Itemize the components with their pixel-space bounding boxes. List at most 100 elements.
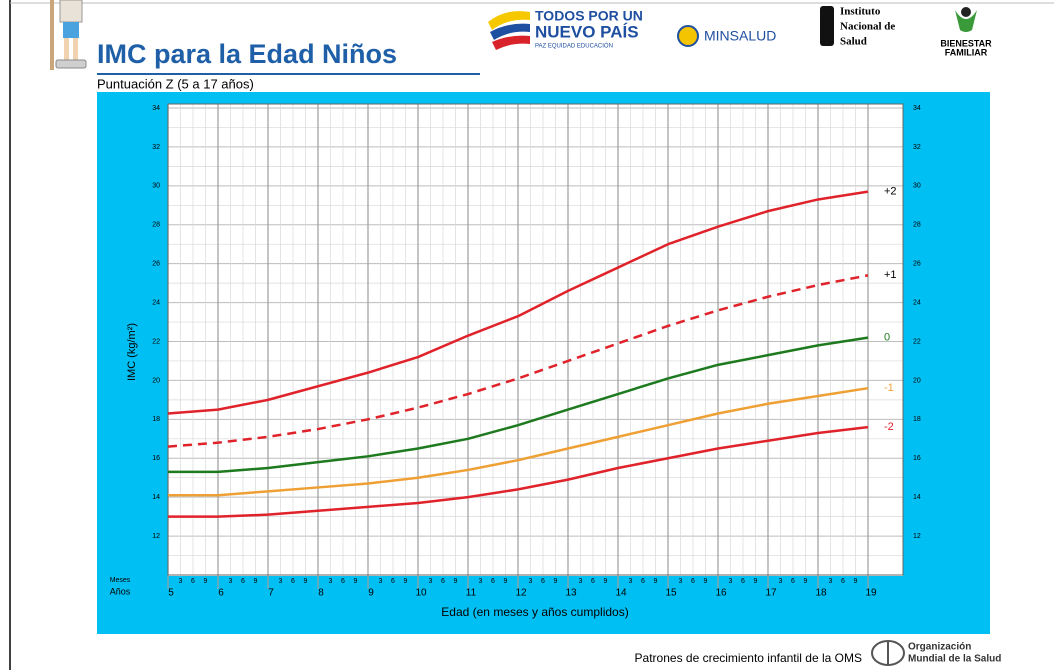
x-tick-label: 6 — [218, 588, 224, 599]
y-tick-label-right: 32 — [913, 144, 921, 151]
logo-todos: TODOS POR UN NUEVO PAÍS PAZ EQUIDAD EDUC… — [488, 8, 643, 50]
series-label: +1 — [884, 269, 897, 281]
x-tick-label: 9 — [368, 588, 374, 599]
y-tick-label: 30 — [152, 183, 160, 190]
subtitle: Puntuación Z (5 a 17 años) — [97, 76, 254, 91]
month-tick-label: 9 — [404, 578, 408, 585]
y-tick-label: 22 — [152, 338, 160, 345]
month-tick-label: 3 — [279, 578, 283, 585]
month-tick-label: 3 — [629, 578, 633, 585]
month-tick-label: 6 — [491, 578, 495, 585]
month-tick-label: 3 — [329, 578, 333, 585]
x-tick-label: 5 — [168, 588, 174, 599]
month-tick-label: 6 — [691, 578, 695, 585]
x-tick-label: 14 — [615, 588, 627, 599]
y-tick-label-right: 18 — [913, 416, 921, 423]
marks: +2 +1 0 -1 -2 — [167, 186, 897, 518]
month-tick-label: 3 — [529, 578, 533, 585]
footer-source: Patrones de crecimiento infantil de la O… — [635, 651, 862, 665]
y-tick-label-right: 12 — [913, 533, 921, 540]
who-logo — [871, 640, 905, 666]
y-tick-label-right: 30 — [913, 183, 921, 190]
y-tick-label: 28 — [152, 222, 160, 229]
y-tick-label: 16 — [152, 455, 160, 462]
month-tick-label: 9 — [504, 578, 508, 585]
series-line — [168, 386, 869, 497]
month-tick-label: 6 — [541, 578, 545, 585]
series-line — [167, 274, 869, 448]
month-tick-label: 9 — [254, 578, 258, 585]
logo-minsalud: MINSALUD — [677, 25, 776, 47]
month-tick-label: 3 — [829, 578, 833, 585]
month-tick-label: 6 — [741, 578, 745, 585]
month-tick-label: 9 — [754, 578, 758, 585]
row-label: Años — [110, 586, 131, 596]
month-tick-label: 9 — [304, 578, 308, 585]
y-axis-label: IMC (kg/m²) — [126, 323, 138, 381]
child-icon — [50, 0, 87, 70]
month-tick-label: 6 — [341, 578, 345, 585]
month-tick-label: 6 — [241, 578, 245, 585]
month-tick-label: 9 — [204, 578, 208, 585]
month-tick-label: 9 — [604, 578, 608, 585]
month-tick-label: 6 — [641, 578, 645, 585]
y-tick-label: 18 — [152, 416, 160, 423]
logo-text: Salud — [840, 36, 867, 48]
x-tick-label: 12 — [515, 588, 527, 599]
x-tick-label: 8 — [318, 588, 324, 599]
logo-text: TODOS POR UN — [535, 8, 643, 24]
series-label: -1 — [884, 382, 894, 394]
month-tick-label: 9 — [454, 578, 458, 585]
x-tick-label: 15 — [665, 588, 677, 599]
y-tick-label: 34 — [152, 105, 160, 112]
month-tick-label: 6 — [791, 578, 795, 585]
y-tick-label: 20 — [152, 377, 160, 384]
series-label: -2 — [884, 421, 894, 433]
title: IMC para la Edad Niños — [97, 39, 397, 69]
month-tick-label: 9 — [654, 578, 658, 585]
y-tick-label-right: 34 — [913, 105, 921, 112]
y-tick-label-right: 22 — [913, 338, 921, 345]
month-tick-label: 9 — [354, 578, 358, 585]
x-tick-label: 11 — [466, 588, 477, 599]
y-tick-label: 14 — [152, 494, 160, 501]
logo-text: MINSALUD — [704, 28, 776, 44]
series-label: 0 — [884, 332, 890, 344]
y-tick-label-right: 26 — [913, 261, 921, 268]
month-tick-label: 3 — [679, 578, 683, 585]
month-tick-label: 3 — [379, 578, 383, 585]
month-tick-label: 3 — [779, 578, 783, 585]
series-line — [168, 425, 869, 518]
month-tick-label: 9 — [804, 578, 808, 585]
month-tick-label: 6 — [441, 578, 445, 585]
month-tick-label: 6 — [591, 578, 595, 585]
footer-org: Mundial de la Salud — [908, 654, 1001, 665]
month-tick-label: 3 — [479, 578, 483, 585]
month-tick-label: 6 — [391, 578, 395, 585]
series-line — [167, 190, 869, 415]
y-tick-label-right: 20 — [913, 377, 921, 384]
x-tick-label: 13 — [565, 588, 577, 599]
month-tick-label: 3 — [229, 578, 233, 585]
logo-text: BIENESTAR — [940, 38, 992, 48]
month-tick-label: 6 — [291, 578, 295, 585]
series-label: +2 — [884, 186, 897, 198]
month-tick-label: 3 — [579, 578, 583, 585]
y-tick-label: 26 — [152, 261, 160, 268]
y-tick-label-right: 24 — [913, 299, 921, 306]
x-tick-label: 7 — [268, 588, 274, 599]
month-tick-label: 9 — [704, 578, 708, 585]
logo-text: NUEVO PAÍS — [535, 22, 639, 41]
x-tick-label: 19 — [865, 588, 877, 599]
logo-text: PAZ EQUIDAD EDUCACIÓN — [535, 43, 613, 50]
logo-text: Nacional de — [840, 21, 895, 33]
y-tick-label-right: 28 — [913, 222, 921, 229]
month-tick-label: 3 — [179, 578, 183, 585]
footer-org: Organización — [908, 642, 971, 653]
x-axis-label: Edad (en meses y años cumplidos) — [441, 605, 628, 619]
x-tick-label: 10 — [415, 588, 427, 599]
logo-ins: Instituto Nacional de Salud — [820, 6, 895, 48]
month-tick-label: 9 — [554, 578, 558, 585]
month-tick-label: 3 — [429, 578, 433, 585]
